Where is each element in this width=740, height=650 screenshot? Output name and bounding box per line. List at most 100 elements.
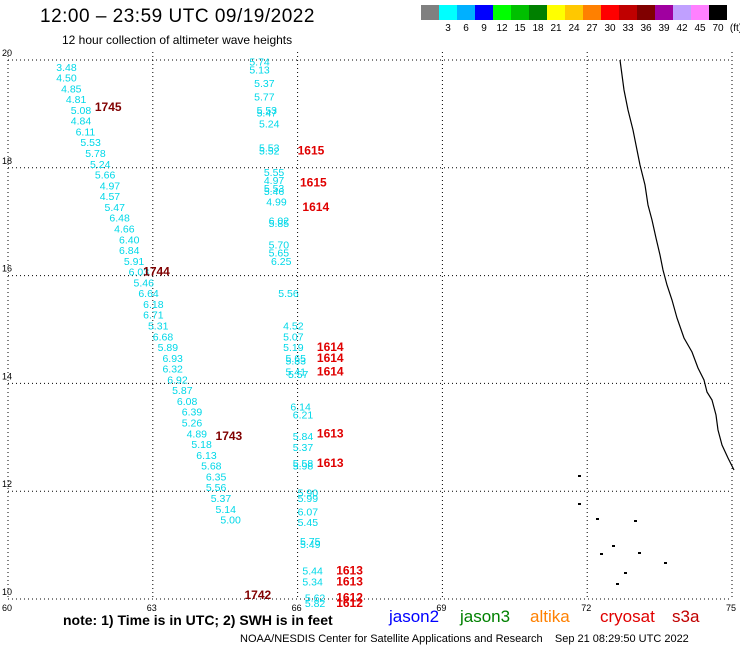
swh-value: 6.40 [119,234,140,246]
swh-value: 6.14 [290,401,311,413]
swh-value: 5.90 [298,488,319,500]
time-label: 1614 [317,340,344,354]
swh-value: 6.11 [76,126,96,138]
map-title: 12:00 – 23:59 UTC 09/19/2022 [40,6,315,27]
time-label: 1615 [298,143,325,157]
map-subtitle: 12 hour collection of altimeter wave hei… [62,33,293,47]
mission-jason3: jason3 [460,607,511,626]
swh-value: 4.50 [56,73,77,85]
island [600,553,603,555]
swh-value: 5.77 [254,91,275,103]
time-label: 1614 [317,364,344,378]
scale-swatch [457,5,475,20]
scale-swatch [529,5,547,20]
scale-swatch [565,5,583,20]
scale-swatch [691,5,709,20]
swh-value: 5.87 [172,385,193,397]
island [612,545,615,547]
lon-tick-label: 69 [436,603,446,613]
swh-value: 6.71 [143,310,164,322]
swh-value: 5.18 [191,439,212,451]
scale-label: 36 [640,23,652,34]
island [624,572,627,574]
swh-value: 5.99 [298,493,319,505]
island [664,562,667,564]
swh-value: 5.41 [286,366,307,378]
swh-value: 5.46 [133,277,154,289]
swh-value: 6.08 [177,396,198,408]
mission-cryosat: cryosat [600,607,655,626]
time-label: 1613 [336,564,363,578]
swh-value: 4.89 [187,428,208,440]
scale-label: 9 [481,23,487,34]
swh-value: 5.56 [206,482,227,494]
mission-jason2: jason2 [389,607,440,626]
swh-value: 6.32 [162,364,183,376]
swh-value: 5.45 [298,517,319,529]
swh-value: 5.53 [257,105,278,117]
island [596,518,599,520]
swh-value: 5.37 [293,442,314,454]
swh-value: 5.66 [95,170,116,182]
swh-value: 4.57 [100,191,121,203]
time-label: 1613 [336,575,363,589]
swh-value: 5.70 [269,240,290,252]
mission-s3a: s3a [672,607,700,626]
scale-swatch [709,5,727,20]
time-label: 1614 [317,351,344,365]
scale-swatch [421,5,439,20]
swh-value: 5.37 [211,493,232,505]
swh-value: 4.81 [66,94,87,106]
swh-value: 6.84 [119,245,140,257]
swh-value: 6.18 [143,299,164,311]
swh-value: 5.14 [216,504,237,516]
swh-value: 4.66 [114,223,135,235]
swh-value: 5.82 [305,598,326,610]
swh-value: 5.89 [158,342,179,354]
scale-swatch [493,5,511,20]
time-label: 1744 [143,265,170,279]
swh-value: 6.92 [167,374,188,386]
swh-value: 5.34 [302,577,323,589]
swh-value: 5.47 [257,108,278,120]
scale-swatch [511,5,529,20]
swh-value: 5.49 [300,539,321,551]
lon-tick-label: 63 [147,603,157,613]
scale-label: 21 [550,23,562,34]
lon-tick-label: 72 [581,603,591,613]
swh-value: 5.75 [300,536,321,548]
swh-value: 5.26 [182,418,203,430]
time-label: 1613 [317,426,344,440]
island [578,475,581,477]
lon-tick-label: 75 [726,603,736,613]
swh-value: 4.97 [100,180,121,192]
scale-label: (ft) [729,23,740,34]
island [616,583,619,585]
time-label: 1614 [302,200,329,214]
swh-value: 5.78 [85,148,106,160]
swh-value: 5.85 [269,218,290,230]
scale-label: 27 [586,23,598,34]
time-label: 1612 [336,591,363,605]
swh-value: 5.53 [80,137,101,149]
swh-value: 5.74 [249,56,270,68]
swh-value: 4.97 [264,175,285,187]
swh-value: 4.84 [71,116,92,128]
swh-value: 5.53 [264,183,285,195]
lat-tick-label: 12 [2,479,12,489]
scale-swatch [583,5,601,20]
swh-value: 5.56 [278,288,299,300]
swh-value: 5.44 [302,566,323,578]
time-label: 1612 [336,596,363,610]
swh-value: 5.91 [124,256,145,268]
swh-value: 5.47 [105,202,126,214]
scale-swatch [673,5,691,20]
lon-tick-label: 66 [292,603,302,613]
swh-value: 5.65 [269,248,290,260]
coastline [619,59,735,471]
scale-swatch [637,5,655,20]
swh-value: 5.58 [293,458,314,470]
lon-tick-label: 60 [2,603,12,613]
swh-value: 6.25 [271,256,292,268]
island [578,503,581,505]
